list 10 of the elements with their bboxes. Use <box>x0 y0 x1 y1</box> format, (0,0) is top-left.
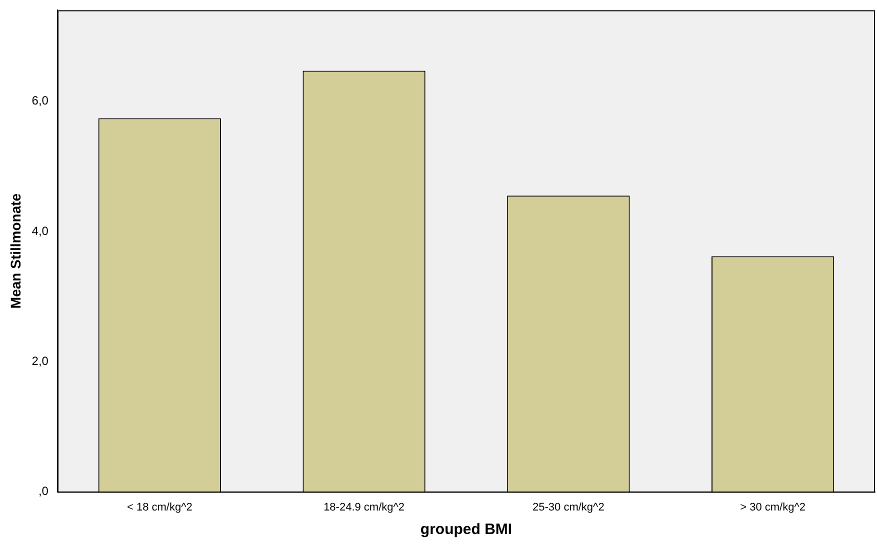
y-tick-label: 2,0 <box>32 354 49 368</box>
x-tick-label: > 30 cm/kg^2 <box>740 501 806 514</box>
y-tick-label: 6,0 <box>32 94 49 108</box>
x-tick-label: 25-30 cm/kg^2 <box>532 501 604 514</box>
y-axis-title: Mean Stillmonate <box>7 193 24 309</box>
x-tick-label: < 18 cm/kg^2 <box>126 501 192 514</box>
y-tick-label: 4,0 <box>32 224 49 238</box>
y-tick-label: ,0 <box>38 484 49 498</box>
x-axis-title: grouped BMI <box>420 521 512 538</box>
x-tick-label: 18-24.9 cm/kg^2 <box>324 501 405 514</box>
